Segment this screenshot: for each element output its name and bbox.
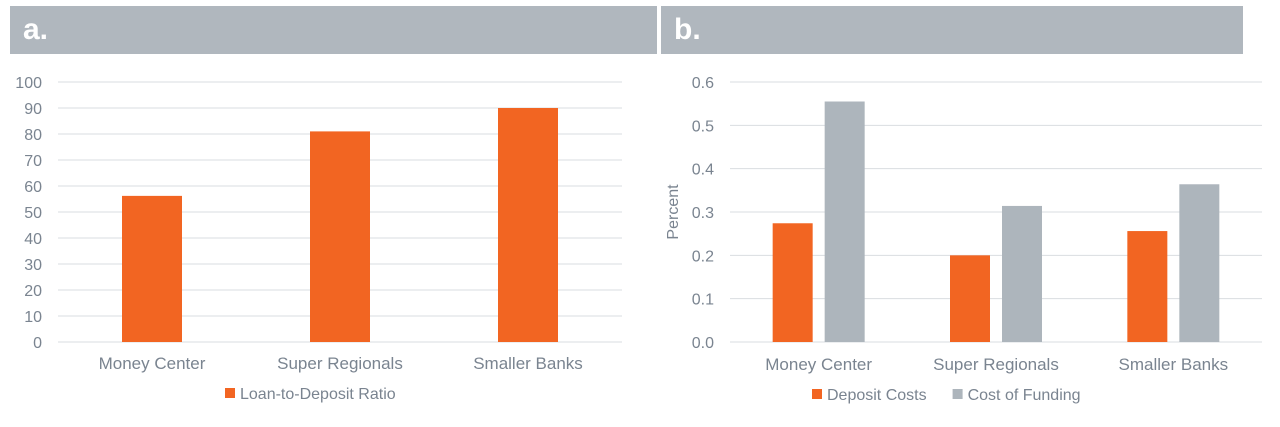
y-tick-label: 10 [24, 309, 42, 326]
legend-swatch [225, 388, 235, 398]
y-tick-label: 30 [24, 257, 42, 274]
legend-swatch [812, 389, 822, 399]
panel-b-label: b. [674, 13, 701, 46]
y-tick-label: 90 [24, 101, 42, 118]
x-category-label: Smaller Banks [473, 354, 583, 373]
y-tick-label: 0.3 [692, 205, 714, 222]
y-tick-label: 0.0 [692, 335, 714, 352]
legend-label: Cost of Funding [968, 387, 1081, 404]
legend-label: Loan-to-Deposit Ratio [240, 386, 396, 403]
x-category-label: Smaller Banks [1119, 355, 1229, 374]
bar-deposit-costs [950, 255, 990, 342]
y-tick-label: 50 [24, 205, 42, 222]
chart-a: 0 10 20 30 40 50 60 70 80 90 100 Money Center Super … [15, 75, 622, 403]
y-axis-label: Percent [665, 184, 682, 240]
x-category-label: Super Regionals [933, 355, 1059, 374]
panel-a-label: a. [23, 13, 49, 46]
bar-cost-of-funding [1179, 184, 1220, 342]
y-tick-label: 60 [24, 179, 42, 196]
y-tick-label: 0.6 [692, 75, 714, 92]
legend-swatch [952, 389, 963, 399]
bar-loan-to-deposit-ratio [122, 195, 182, 342]
bar-cost-of-funding [1002, 205, 1042, 342]
bar-loan-to-deposit-ratio [498, 108, 558, 342]
y-tick-label: 20 [24, 283, 42, 300]
bar-cost-of-funding [824, 101, 865, 342]
x-category-label: Money Center [99, 354, 206, 373]
panel-a-header: a. [10, 6, 657, 54]
y-tick-label: 0.5 [692, 118, 714, 135]
y-tick-label: 0 [33, 335, 42, 352]
legend-label: Deposit Costs [827, 387, 927, 404]
y-tick-label: 0.4 [692, 162, 714, 179]
y-tick-label: 100 [15, 75, 42, 92]
bar-deposit-costs [1127, 231, 1168, 342]
y-tick-label: 70 [24, 153, 42, 170]
x-category-label: Super Regionals [277, 354, 403, 373]
y-tick-label: 0.1 [692, 292, 714, 309]
y-tick-label: 0.2 [692, 248, 714, 265]
y-tick-label: 40 [24, 231, 42, 248]
bar-loan-to-deposit-ratio [310, 131, 370, 342]
x-category-label: Money Center [765, 355, 872, 374]
bar-deposit-costs [772, 223, 813, 342]
panel-b-header: b. [661, 6, 1243, 54]
y-tick-label: 80 [24, 127, 42, 144]
chart-b: 0.0 0.1 0.2 0.3 0.4 0.5 0.6 Percent Money Center… [665, 75, 1262, 404]
